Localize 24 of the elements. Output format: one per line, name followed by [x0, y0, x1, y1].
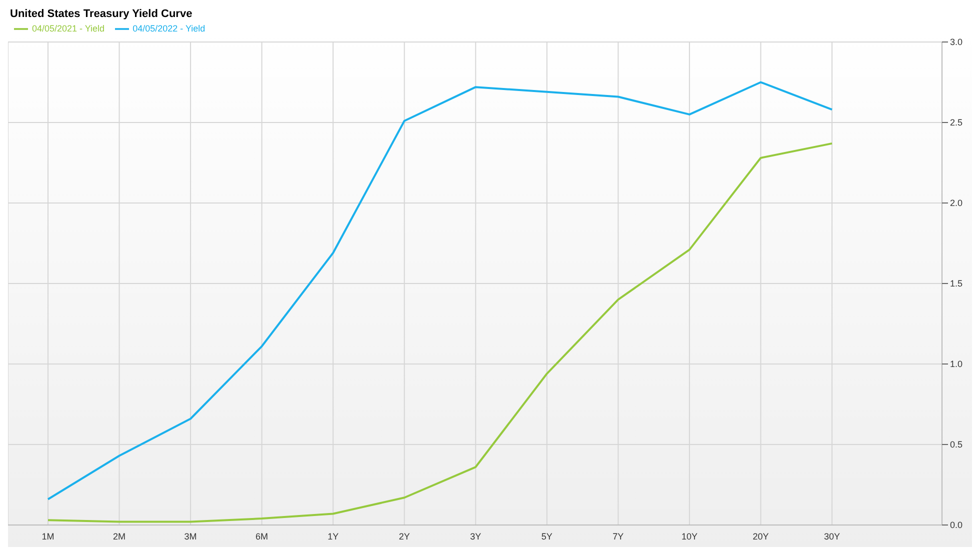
x-tick-label: 30Y — [824, 531, 840, 542]
y-tick-label: 0.0 — [950, 520, 963, 530]
x-tick-label: 7Y — [612, 531, 624, 542]
x-tick-label: 1Y — [328, 531, 339, 542]
y-tick-label: 1.5 — [950, 278, 963, 289]
y-tick-label: 2.5 — [950, 118, 963, 128]
line-series — [47, 81, 833, 500]
x-tick-label: 2M — [113, 531, 126, 542]
y-tick-label: 0.5 — [950, 440, 963, 450]
y-tick-label: 2.0 — [950, 198, 963, 208]
line-series — [47, 142, 833, 523]
y-tick-label: 3.0 — [950, 37, 963, 48]
x-tick-label: 6M — [256, 531, 268, 542]
x-tick-label: 1M — [42, 531, 54, 542]
x-tick-label: 20Y — [752, 531, 769, 542]
x-tick-label: 5Y — [541, 531, 552, 542]
x-tick-label: 10Y — [681, 531, 698, 542]
legend-label: 04/05/2021 - Yield — [32, 23, 105, 34]
chart-title: United States Treasury Yield Curve — [9, 8, 194, 22]
x-tick-label: 3M — [184, 531, 197, 542]
y-tick-label: 1.0 — [950, 359, 963, 370]
x-tick-label: 2Y — [398, 531, 410, 542]
legend-label: 04/05/2022 - Yield — [132, 23, 206, 34]
x-tick-label: 3Y — [470, 531, 482, 542]
